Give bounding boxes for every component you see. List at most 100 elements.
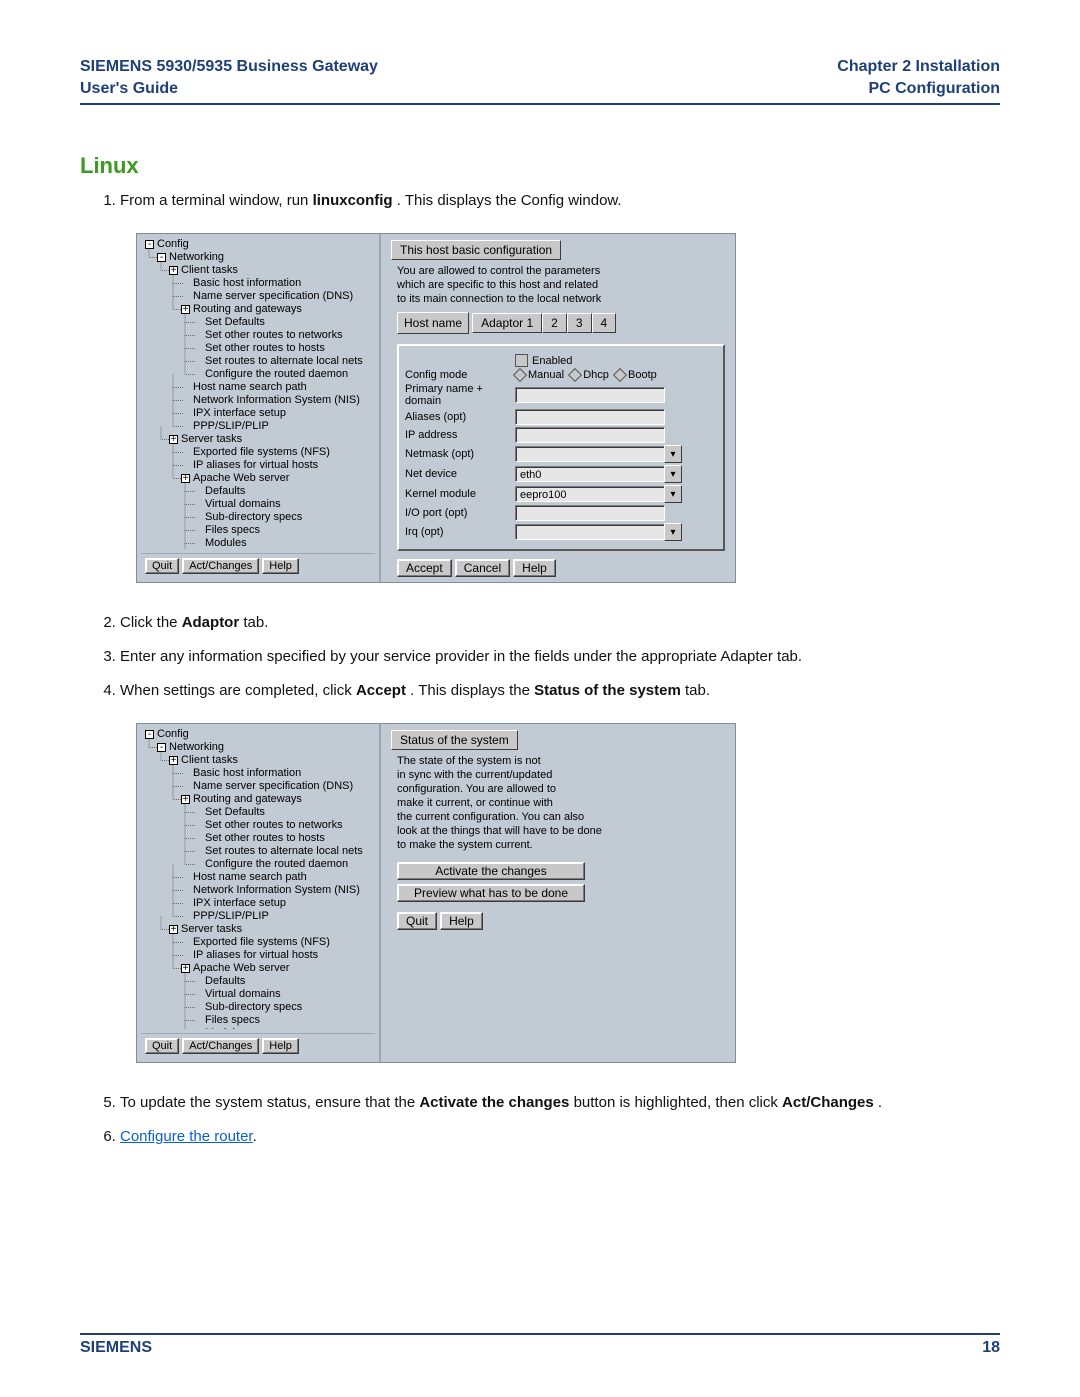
- tree-expand-icon[interactable]: +: [169, 925, 178, 934]
- tree-node[interactable]: IPX interface setup: [141, 407, 375, 420]
- text-input[interactable]: eepro100: [515, 486, 665, 502]
- tree-node[interactable]: Sub-directory specs: [141, 511, 375, 524]
- tree-node[interactable]: Network Information System (NIS): [141, 884, 375, 897]
- tab-status-of-system[interactable]: Status of the system: [391, 730, 518, 750]
- tree-node-label: Set other routes to hosts: [205, 832, 325, 845]
- text-input[interactable]: [515, 409, 665, 425]
- tree-node[interactable]: Set routes to alternate local nets: [141, 355, 375, 368]
- dropdown-arrow-icon[interactable]: ▾: [664, 523, 682, 541]
- help-button-tree-2[interactable]: Help: [262, 1038, 299, 1054]
- tree-node[interactable]: IPX interface setup: [141, 897, 375, 910]
- tree-node[interactable]: Exported file systems (NFS): [141, 446, 375, 459]
- tree-expand-icon[interactable]: +: [169, 756, 178, 765]
- tree-node[interactable]: PPP/SLIP/PLIP: [141, 420, 375, 433]
- tree-node[interactable]: IP aliases for virtual hosts: [141, 949, 375, 962]
- tree-node[interactable]: Configure the routed daemon: [141, 858, 375, 871]
- dropdown-arrow-icon[interactable]: ▾: [664, 485, 682, 503]
- tree-expand-icon[interactable]: +: [169, 435, 178, 444]
- tree-collapse-icon[interactable]: -: [157, 253, 166, 262]
- subtab-hostname[interactable]: Host name: [397, 312, 469, 334]
- text-input[interactable]: [515, 446, 665, 462]
- tree-collapse-icon[interactable]: -: [157, 743, 166, 752]
- accept-button[interactable]: Accept: [397, 559, 452, 577]
- tree-node[interactable]: Host name search path: [141, 871, 375, 884]
- tree-node[interactable]: Defaults: [141, 975, 375, 988]
- mode-manual[interactable]: Manual: [515, 369, 564, 381]
- status-help-button[interactable]: Help: [440, 912, 483, 930]
- tree-node[interactable]: Set other routes to networks: [141, 819, 375, 832]
- tree-node[interactable]: Set other routes to hosts: [141, 832, 375, 845]
- quit-button-2[interactable]: Quit: [145, 1038, 179, 1054]
- tree-node[interactable]: Network Information System (NIS): [141, 394, 375, 407]
- preview-button[interactable]: Preview what has to be done: [397, 884, 585, 902]
- tree-node[interactable]: -Config: [141, 238, 375, 251]
- tree-node[interactable]: +Routing and gateways: [141, 303, 375, 316]
- subtab-adaptor-4[interactable]: 4: [592, 313, 617, 333]
- tree-node[interactable]: +Apache Web server: [141, 962, 375, 975]
- tree-node[interactable]: +Server tasks: [141, 433, 375, 446]
- tree-node[interactable]: Modules: [141, 1027, 375, 1029]
- tree-node[interactable]: Host name search path: [141, 381, 375, 394]
- config-tree-2[interactable]: -Config-Networking+Client tasksBasic hos…: [141, 728, 375, 1029]
- status-quit-button[interactable]: Quit: [397, 912, 437, 930]
- tree-node[interactable]: Files specs: [141, 524, 375, 537]
- mode-dhcp[interactable]: Dhcp: [570, 369, 609, 381]
- tree-node[interactable]: Files specs: [141, 1014, 375, 1027]
- mode-bootp[interactable]: Bootp: [615, 369, 657, 381]
- tree-node[interactable]: Name server specification (DNS): [141, 290, 375, 303]
- tree-node[interactable]: +Routing and gateways: [141, 793, 375, 806]
- dropdown-arrow-icon[interactable]: ▾: [664, 465, 682, 483]
- tree-node[interactable]: Set other routes to networks: [141, 329, 375, 342]
- tree-node[interactable]: IP aliases for virtual hosts: [141, 459, 375, 472]
- tree-node[interactable]: Exported file systems (NFS): [141, 936, 375, 949]
- act-changes-button[interactable]: Act/Changes: [182, 558, 259, 574]
- tree-node[interactable]: PPP/SLIP/PLIP: [141, 910, 375, 923]
- tree-node[interactable]: Configure the routed daemon: [141, 368, 375, 381]
- tree-collapse-icon[interactable]: -: [145, 730, 154, 739]
- tree-node[interactable]: Sub-directory specs: [141, 1001, 375, 1014]
- tree-node[interactable]: +Server tasks: [141, 923, 375, 936]
- tree-node[interactable]: -Config: [141, 728, 375, 741]
- tree-node[interactable]: -Networking: [141, 251, 375, 264]
- tree-node[interactable]: +Client tasks: [141, 754, 375, 767]
- tree-node[interactable]: Set Defaults: [141, 316, 375, 329]
- tree-node[interactable]: Set other routes to hosts: [141, 342, 375, 355]
- subtab-adaptor-2[interactable]: 2: [542, 313, 567, 333]
- tree-collapse-icon[interactable]: -: [145, 240, 154, 249]
- tree-node[interactable]: Set Defaults: [141, 806, 375, 819]
- config-tree[interactable]: -Config-Networking+Client tasksBasic hos…: [141, 238, 375, 549]
- text-input[interactable]: [515, 387, 665, 403]
- tree-expand-icon[interactable]: +: [169, 266, 178, 275]
- quit-button[interactable]: Quit: [145, 558, 179, 574]
- configure-router-link[interactable]: Configure the router: [120, 1128, 253, 1145]
- tree-node[interactable]: Basic host information: [141, 767, 375, 780]
- tree-node[interactable]: +Client tasks: [141, 264, 375, 277]
- tree-expand-icon[interactable]: +: [181, 474, 190, 483]
- text-input[interactable]: [515, 524, 665, 540]
- enabled-checkbox[interactable]: [515, 354, 528, 367]
- dropdown-arrow-icon[interactable]: ▾: [664, 445, 682, 463]
- tree-node[interactable]: Virtual domains: [141, 498, 375, 511]
- tree-node[interactable]: Virtual domains: [141, 988, 375, 1001]
- tree-node[interactable]: -Networking: [141, 741, 375, 754]
- cancel-button[interactable]: Cancel: [455, 559, 510, 577]
- tree-node[interactable]: Modules: [141, 537, 375, 549]
- activate-changes-button[interactable]: Activate the changes: [397, 862, 585, 880]
- tree-node[interactable]: Name server specification (DNS): [141, 780, 375, 793]
- text-input[interactable]: [515, 427, 665, 443]
- act-changes-button-2[interactable]: Act/Changes: [182, 1038, 259, 1054]
- subtab-adaptor-1[interactable]: Adaptor 1: [472, 313, 542, 333]
- text-input[interactable]: eth0: [515, 466, 665, 482]
- help-button-2[interactable]: Help: [513, 559, 556, 577]
- tree-expand-icon[interactable]: +: [181, 795, 190, 804]
- tree-expand-icon[interactable]: +: [181, 305, 190, 314]
- tab-host-basic-config[interactable]: This host basic configuration: [391, 240, 561, 260]
- tree-node[interactable]: Defaults: [141, 485, 375, 498]
- tree-node[interactable]: +Apache Web server: [141, 472, 375, 485]
- tree-expand-icon[interactable]: +: [181, 964, 190, 973]
- tree-node[interactable]: Basic host information: [141, 277, 375, 290]
- subtab-adaptor-3[interactable]: 3: [567, 313, 592, 333]
- text-input[interactable]: [515, 505, 665, 521]
- tree-node[interactable]: Set routes to alternate local nets: [141, 845, 375, 858]
- help-button[interactable]: Help: [262, 558, 299, 574]
